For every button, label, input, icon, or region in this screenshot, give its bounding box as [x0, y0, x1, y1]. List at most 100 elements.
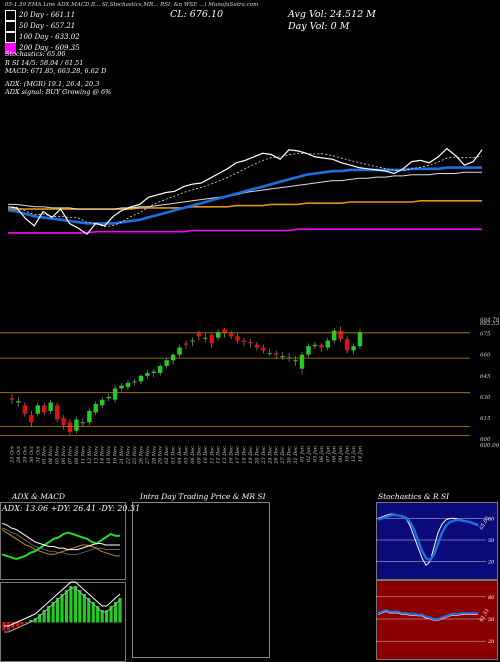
candle-body-17 — [119, 385, 124, 389]
candle-body-37 — [248, 341, 253, 344]
date-label-53: 13 Jan — [351, 446, 357, 462]
macd-value: MACD: 671.85, 663.28, 6.62 D — [5, 67, 107, 75]
legend-swatch-50 — [5, 21, 16, 32]
candle-body-12 — [87, 411, 92, 423]
date-label-7: 05 Nov — [55, 446, 61, 464]
legend-50-day: 50 Day - 657.21 — [5, 21, 80, 32]
candle-body-46 — [306, 346, 311, 355]
date-label-44: 31 Dec — [293, 446, 299, 464]
candle-body-52 — [344, 339, 350, 351]
candle-body-49 — [325, 340, 330, 348]
candle-body-39 — [261, 347, 266, 351]
date-label-32: 12 Dec — [216, 446, 222, 464]
date-label-11: 11 Nov — [80, 446, 86, 464]
price-tick-label-6: 675 — [480, 332, 491, 338]
date-label-15: 18 Nov — [106, 446, 112, 464]
adx-signal-value: ADX signal: BUY Growing @ 6% — [5, 88, 112, 96]
candle-body-3 — [29, 415, 34, 423]
date-label-12: 12 Nov — [87, 446, 93, 464]
date-label-18: 22 Nov — [126, 446, 132, 465]
candle-body-28 — [190, 340, 195, 342]
candle-body-33 — [222, 329, 227, 334]
candle-body-22 — [151, 371, 156, 373]
adx-macd-title: ADX & MACD — [12, 492, 66, 501]
legend-swatch-100 — [5, 32, 16, 43]
candle-body-23 — [158, 365, 163, 373]
ema-line-100-day — [8, 200, 482, 210]
candle-body-7 — [54, 405, 60, 420]
date-label-3: 30 Oct — [29, 445, 35, 463]
candle-body-19 — [132, 381, 137, 383]
ema-line-20-day — [7, 166, 482, 225]
date-label-52: 10 Jan — [345, 446, 351, 462]
candle-body-26 — [177, 347, 182, 355]
date-label-41: 26 Dec — [274, 446, 280, 465]
date-label-34: 16 Dec — [229, 446, 235, 464]
legend-50-day-label: 50 Day - 657.21 — [19, 22, 76, 31]
candle-body-42 — [280, 356, 285, 358]
adx-panel — [0, 502, 126, 580]
date-label-10: 08 Nov — [74, 446, 80, 464]
candle-body-51 — [338, 330, 343, 340]
price-tick-label-2: 615 — [480, 416, 491, 422]
candle-body-41 — [274, 353, 279, 355]
date-label-28: 06 Dec — [190, 446, 196, 464]
date-label-31: 11 Dec — [209, 446, 215, 464]
date-label-22: 28 Nov — [151, 446, 157, 465]
candle-body-15 — [106, 396, 111, 399]
candle-body-47 — [312, 344, 318, 347]
date-label-38: 20 Dec — [254, 446, 260, 465]
candle-body-30 — [203, 337, 208, 339]
price-tick-label-5: 660 — [480, 353, 491, 359]
date-label-37: 19 Dec — [248, 446, 254, 464]
date-label-47: 03 Jan — [312, 446, 318, 462]
candle-body-35 — [235, 336, 240, 341]
candle-body-24 — [164, 360, 169, 366]
candle-body-13 — [93, 403, 98, 413]
date-label-30: 10 Dec — [203, 446, 209, 464]
candle-body-20 — [138, 375, 144, 382]
candle-body-16 — [112, 388, 118, 400]
candle-body-10 — [74, 419, 79, 431]
date-label-5: 01 Nov — [42, 446, 48, 464]
date-label-27: 05 Dec — [184, 446, 190, 464]
candle-body-6 — [48, 402, 53, 411]
rsi-panel — [376, 580, 498, 660]
candle-body-5 — [42, 405, 47, 413]
date-label-8: 06 Nov — [61, 446, 67, 464]
adx-readout: ADX: 13.06 +DY: 26.41 -DY: 20.31 — [2, 504, 141, 513]
date-label-9: 07 Nov — [68, 446, 74, 464]
date-label-13: 13 Nov — [93, 446, 99, 464]
candle-body-50 — [332, 330, 337, 341]
avg-volume-label: Avg Vol: 24.512 M — [288, 9, 376, 20]
candle-body-9 — [67, 422, 73, 433]
stochastics-panel — [376, 502, 498, 580]
legend-100-day-label: 100 Day - 633.02 — [19, 33, 80, 42]
date-label-36: 18 Dec — [242, 446, 248, 464]
ema-line-price-smoothed — [7, 153, 483, 228]
date-label-2: 29 Oct — [22, 445, 28, 464]
candle-body-53 — [351, 346, 356, 351]
date-label-0: 25 Oct — [10, 445, 16, 464]
stochastics-value: Stochastics: 65.06 — [5, 50, 66, 58]
candle-body-48 — [319, 344, 324, 348]
date-label-33: 13 Dec — [222, 446, 228, 464]
stoch-rsi-title: Stochastics & R SI — [378, 492, 450, 501]
candle-body-27 — [183, 343, 189, 345]
date-label-26: 04 Dec — [177, 446, 183, 464]
date-label-29: 09 Dec — [196, 446, 202, 464]
ema-line-200-day — [8, 228, 482, 234]
date-axis-layer: 25 Oct 28 Oct 29 Oct 30 Oct 31 Oct 01 Nov 04 N… — [10, 445, 364, 465]
price-tick-label-7: 682.53 — [480, 321, 500, 327]
ema-lines-layer — [7, 147, 483, 235]
candle-body-18 — [125, 382, 131, 388]
date-label-14: 14 Nov — [100, 446, 106, 464]
candle-body-44 — [293, 360, 298, 362]
date-label-48: 06 Jan — [319, 446, 325, 462]
legend-swatch-20 — [5, 10, 16, 21]
price-tick-label-1: 600 — [480, 437, 491, 443]
indicator-info: Stochastics: 65.06 R SI 14/5: 58.04 / 61… — [5, 50, 111, 97]
candle-body-34 — [228, 333, 234, 337]
